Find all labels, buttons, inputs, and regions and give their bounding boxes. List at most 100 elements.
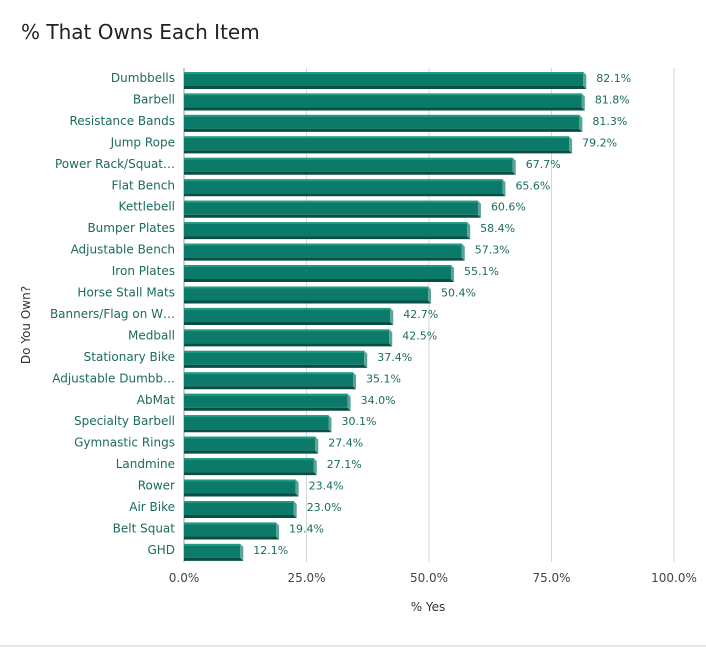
category-label: Iron Plates xyxy=(112,264,175,278)
data-label: 81.8% xyxy=(595,93,630,106)
bar-highlight xyxy=(184,286,428,289)
bar[interactable] xyxy=(184,501,297,518)
data-label: 35.1% xyxy=(366,372,401,385)
bar-face xyxy=(184,372,353,387)
category-labels: Dumbbells Barbell Resistance Bands Jump Rop… xyxy=(50,71,175,557)
category-label: Kettlebell xyxy=(119,200,175,214)
bar-side-face xyxy=(313,458,317,476)
bar-side-face xyxy=(427,286,431,304)
bar[interactable] xyxy=(184,157,516,175)
bar-face xyxy=(184,415,329,430)
bar-bottom-face xyxy=(184,343,393,347)
bar-side-face xyxy=(512,157,516,175)
category-label: Adjustable Dumbb… xyxy=(52,371,175,385)
bar-face xyxy=(184,222,468,237)
bar-face xyxy=(184,350,365,365)
bar-bottom-face xyxy=(184,128,583,132)
bar-highlight xyxy=(184,479,296,482)
x-tick-label: 0.0% xyxy=(169,571,200,585)
data-label: 30.1% xyxy=(341,415,376,428)
bar[interactable] xyxy=(184,436,319,454)
bar-face xyxy=(184,136,570,151)
bar-highlight xyxy=(184,543,241,546)
bar-side-face xyxy=(240,543,244,561)
bar-bottom-face xyxy=(184,279,454,283)
bar-highlight xyxy=(184,350,365,353)
bar[interactable] xyxy=(184,329,393,347)
bar-bottom-face xyxy=(184,193,506,197)
bar-side-face xyxy=(461,243,465,261)
bar-highlight xyxy=(184,415,329,418)
bar-highlight xyxy=(184,114,580,117)
x-axis-title: % Yes xyxy=(411,600,446,614)
data-label: 42.5% xyxy=(402,329,437,342)
bar-highlight xyxy=(184,307,391,310)
bar[interactable] xyxy=(184,543,244,561)
bar[interactable] xyxy=(184,179,506,197)
bar-bottom-face xyxy=(184,236,471,240)
bar-highlight xyxy=(184,179,503,182)
bar[interactable] xyxy=(184,350,368,368)
bar[interactable] xyxy=(184,72,587,89)
category-label: Rower xyxy=(138,479,175,493)
bar-bottom-face xyxy=(184,493,299,497)
bar-face xyxy=(184,72,584,86)
bar-highlight xyxy=(184,136,570,139)
bar-bottom-face xyxy=(184,300,431,304)
bar-side-face xyxy=(295,479,299,497)
data-label: 55.1% xyxy=(464,265,499,278)
bar-face xyxy=(184,458,314,473)
bar-face xyxy=(184,114,580,129)
value-labels: 82.1% 81.8% 81.3% 79.2% 67.7% 65.6% 60.6% 58.4%… xyxy=(253,72,631,557)
bar[interactable] xyxy=(184,114,583,132)
bar-face xyxy=(184,157,513,172)
bar-highlight xyxy=(184,458,314,461)
category-label: Power Rack/Squat… xyxy=(55,157,175,171)
bar-face xyxy=(184,329,390,344)
bar-side-face xyxy=(389,329,393,347)
bar[interactable] xyxy=(184,458,317,476)
bar-side-face xyxy=(581,93,585,111)
category-label: Horse Stall Mats xyxy=(77,286,175,300)
bars xyxy=(184,72,587,561)
bar-highlight xyxy=(184,522,277,525)
bar-face xyxy=(184,436,316,451)
bar-side-face xyxy=(276,522,280,540)
bar-face xyxy=(184,179,503,194)
bar[interactable] xyxy=(184,286,431,304)
bar[interactable] xyxy=(184,200,481,218)
data-label: 12.1% xyxy=(253,544,288,557)
bar[interactable] xyxy=(184,415,332,433)
data-label: 37.4% xyxy=(377,351,412,364)
data-label: 34.0% xyxy=(361,394,396,407)
bar[interactable] xyxy=(184,372,356,390)
bar[interactable] xyxy=(184,136,573,154)
bar-side-face xyxy=(569,136,573,154)
bar[interactable] xyxy=(184,479,299,497)
bar[interactable] xyxy=(184,243,465,261)
bar-bottom-face xyxy=(184,214,481,218)
data-label: 23.4% xyxy=(309,480,344,493)
bar[interactable] xyxy=(184,522,280,540)
bar[interactable] xyxy=(184,265,454,283)
bar-face xyxy=(184,200,478,215)
bar-side-face xyxy=(390,307,394,325)
bar-face xyxy=(184,265,451,280)
bar-highlight xyxy=(184,329,390,332)
bar-face xyxy=(184,522,277,537)
data-label: 27.1% xyxy=(327,458,362,471)
category-label: Barbell xyxy=(133,92,175,106)
chart-title: % That Owns Each Item xyxy=(21,20,260,44)
bar-face xyxy=(184,393,348,408)
x-tick-label: 100.0% xyxy=(651,571,697,585)
bar[interactable] xyxy=(184,222,471,240)
bar[interactable] xyxy=(184,307,394,325)
bar[interactable] xyxy=(184,393,351,411)
y-axis-title: Do You Own? xyxy=(19,286,33,364)
data-label: 58.4% xyxy=(480,222,515,235)
bar[interactable] xyxy=(184,93,585,111)
category-label: Specialty Barbell xyxy=(74,414,175,428)
x-tick-label: 75.0% xyxy=(532,571,570,585)
bar-highlight xyxy=(184,265,451,268)
